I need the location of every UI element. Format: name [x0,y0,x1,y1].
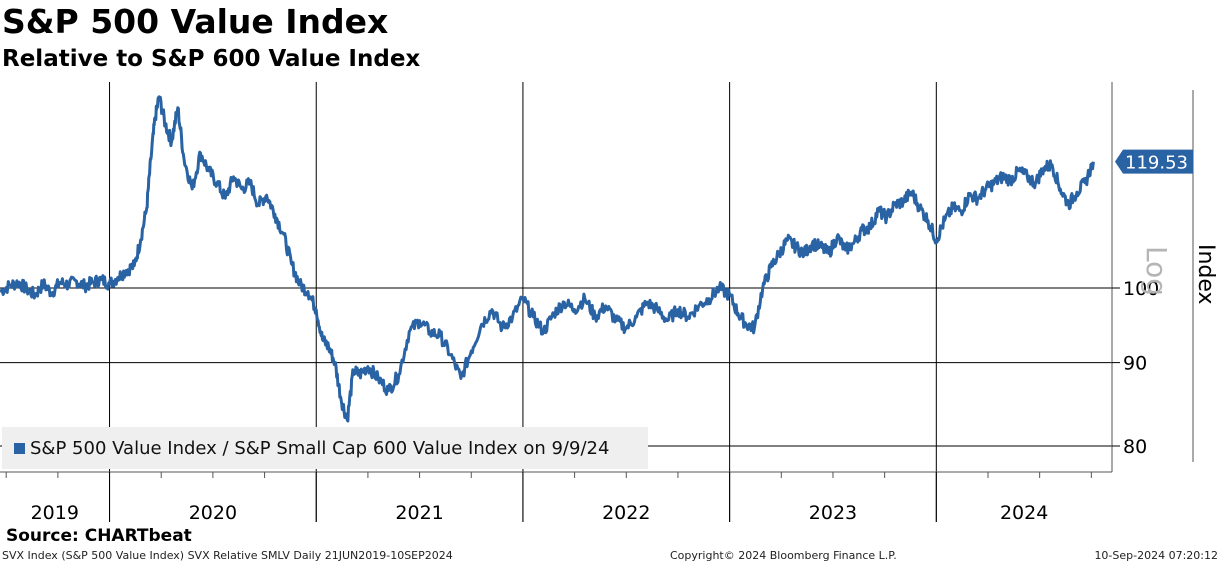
x-tick-label: 2021 [395,502,443,524]
y-axis-label: Index [1193,244,1218,305]
x-tick-label: 2023 [809,502,857,524]
x-tick-label: 2020 [189,502,237,524]
y-tick-label: 100 [1123,278,1159,300]
footer-timestamp: 10-Sep-2024 07:20:12 [1094,549,1218,562]
legend-label: S&P 500 Value Index / S&P Small Cap 600 … [30,437,610,459]
x-tick-label: 2022 [602,502,650,524]
log-scale-label: Log [1140,246,1173,296]
footer-ticker-info: SVX Index (S&P 500 Value Index) SVX Rela… [2,549,453,562]
footer-copyright: Copyright© 2024 Bloomberg Finance L.P. [670,549,897,562]
y-tick-label: 90 [1123,353,1147,375]
x-axis-ticks: 2019 2020 2021 2022 2023 2024 [5,472,1092,524]
y-tick-label: 80 [1123,436,1147,458]
series-line [0,95,1095,423]
y-axis-ticks: 80 90 100 [1112,278,1159,458]
chart-subtitle: Relative to S&P 600 Value Index [2,46,421,72]
chart-title: S&P 500 Value Index [2,2,389,41]
last-value-marker: 119.53 [1115,149,1193,174]
x-tick-label: 2024 [1000,502,1048,524]
x-tick-label: 2019 [31,502,79,524]
legend: S&P 500 Value Index / S&P Small Cap 600 … [2,427,648,469]
source-note: Source: CHARTbeat [6,526,192,546]
last-value-label: 119.53 [1125,153,1188,174]
legend-swatch [14,442,25,454]
last-value-badge [1115,149,1193,174]
